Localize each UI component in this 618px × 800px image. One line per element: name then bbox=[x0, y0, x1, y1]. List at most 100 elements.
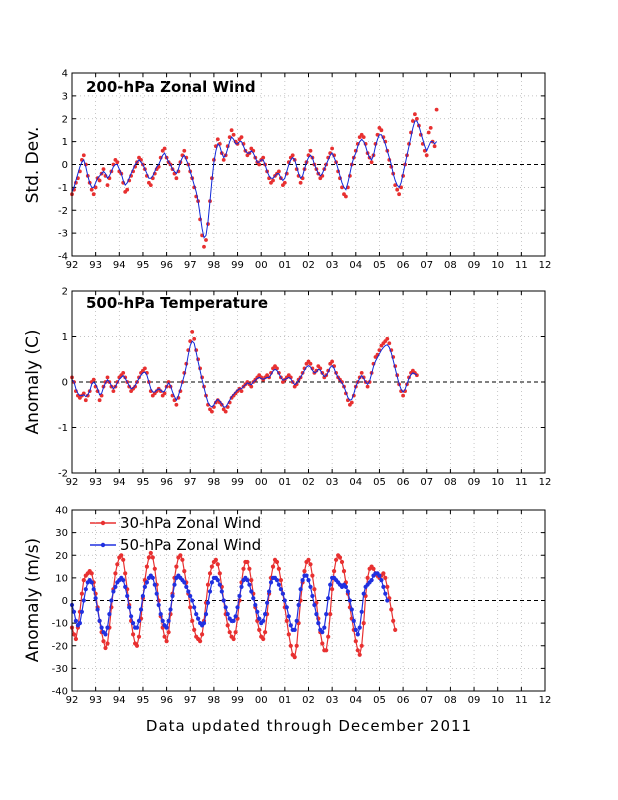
data-point bbox=[205, 582, 211, 587]
data-point bbox=[320, 630, 325, 635]
data-point bbox=[245, 559, 250, 565]
data-point bbox=[375, 132, 380, 137]
data-point bbox=[131, 621, 136, 626]
data-point bbox=[401, 393, 405, 398]
x-tick-label: 02 bbox=[302, 260, 315, 271]
x-tick-label: 08 bbox=[444, 477, 457, 488]
data-point bbox=[196, 616, 201, 621]
data-point bbox=[158, 389, 163, 393]
legend: 30-hPa Zonal Wind 50-hPa Zonal Wind bbox=[90, 514, 261, 554]
data-point bbox=[154, 591, 159, 596]
data-point bbox=[73, 618, 78, 624]
x-tick-label: 99 bbox=[231, 260, 244, 271]
data-point bbox=[136, 618, 142, 624]
x-tick-label: 93 bbox=[89, 260, 102, 271]
data-point bbox=[294, 382, 299, 387]
data-point bbox=[140, 593, 145, 599]
y-tick-label: 40 bbox=[55, 506, 68, 517]
data-point bbox=[261, 155, 266, 160]
data-point bbox=[312, 587, 317, 592]
data-point bbox=[306, 557, 311, 562]
data-point bbox=[340, 185, 344, 190]
data-point bbox=[77, 621, 82, 626]
data-point bbox=[357, 652, 362, 657]
x-tick-label: 09 bbox=[468, 695, 481, 706]
y-tick-label: 0 bbox=[62, 378, 68, 389]
data-point bbox=[345, 589, 350, 594]
data-point bbox=[162, 391, 167, 396]
data-updated-note: Data updated through December 2011 bbox=[146, 717, 472, 735]
data-point bbox=[217, 571, 222, 576]
data-point bbox=[422, 148, 427, 153]
data-point bbox=[312, 602, 317, 608]
data-point bbox=[133, 384, 138, 389]
data-point bbox=[144, 564, 149, 569]
data-point bbox=[381, 584, 386, 590]
data-point bbox=[282, 180, 287, 185]
data-point bbox=[275, 366, 279, 371]
data-point bbox=[180, 557, 185, 562]
data-point bbox=[413, 112, 417, 117]
data-point bbox=[381, 571, 386, 576]
x-tick-label: 09 bbox=[468, 477, 481, 488]
data-point bbox=[249, 384, 254, 389]
data-point bbox=[292, 627, 297, 633]
y-tick-label: -2 bbox=[58, 206, 68, 217]
y-tick-label: -10 bbox=[52, 619, 68, 630]
data-point bbox=[328, 612, 333, 617]
y-tick-label: 3 bbox=[62, 91, 68, 102]
x-tick-label: 05 bbox=[373, 260, 386, 271]
data-point bbox=[182, 148, 187, 153]
x-tick-label: 96 bbox=[160, 477, 173, 488]
panel-title-200hpa: 200-hPa Zonal Wind bbox=[86, 78, 256, 96]
data-point bbox=[371, 566, 376, 571]
data-point bbox=[111, 589, 116, 594]
data-point bbox=[257, 162, 262, 167]
y-tick-label: 20 bbox=[55, 551, 68, 562]
data-point bbox=[330, 587, 335, 592]
plot-frame bbox=[71, 72, 546, 257]
legend-marker-30hpa bbox=[100, 520, 106, 526]
data-point bbox=[97, 618, 102, 624]
data-point bbox=[79, 609, 84, 614]
x-tick-label: 98 bbox=[208, 260, 221, 271]
x-tick-label: 94 bbox=[113, 260, 126, 271]
data-point bbox=[89, 187, 94, 192]
data-point bbox=[379, 578, 384, 583]
data-point bbox=[239, 389, 244, 393]
data-point bbox=[115, 562, 120, 567]
x-tick-label: 94 bbox=[113, 695, 126, 706]
data-point bbox=[109, 598, 114, 603]
data-point bbox=[306, 578, 311, 583]
data-point bbox=[125, 593, 130, 599]
data-point bbox=[330, 359, 334, 364]
data-point bbox=[166, 618, 171, 624]
y-tick-label: 1 bbox=[62, 332, 68, 343]
x-tick-label: 04 bbox=[349, 260, 362, 271]
data-point bbox=[383, 591, 388, 596]
data-point bbox=[365, 384, 370, 389]
data-point bbox=[411, 119, 415, 123]
y-tick-label: -1 bbox=[58, 183, 68, 194]
data-point bbox=[339, 559, 345, 565]
data-point bbox=[355, 632, 360, 637]
data-point bbox=[233, 630, 238, 635]
data-point bbox=[125, 187, 130, 192]
data-point bbox=[432, 144, 437, 149]
data-point bbox=[294, 618, 299, 624]
data-point bbox=[71, 632, 77, 637]
data-point bbox=[428, 126, 433, 130]
y-tick-label: -2 bbox=[58, 469, 68, 480]
data-point bbox=[247, 566, 252, 571]
data-point bbox=[188, 605, 193, 610]
panel-200hpa-zonal-wind: 200-hPa Zonal Wind Std. Dev. 43210-1-2-3… bbox=[23, 69, 551, 272]
data-point bbox=[152, 566, 157, 571]
data-point bbox=[344, 194, 348, 199]
data-point bbox=[164, 625, 169, 630]
data-point bbox=[395, 187, 400, 192]
x-tick-label: 08 bbox=[444, 260, 457, 271]
data-point bbox=[223, 605, 228, 610]
x-tick-label: 99 bbox=[231, 477, 244, 488]
y-tick-label: -4 bbox=[58, 252, 68, 263]
data-point bbox=[210, 409, 214, 414]
